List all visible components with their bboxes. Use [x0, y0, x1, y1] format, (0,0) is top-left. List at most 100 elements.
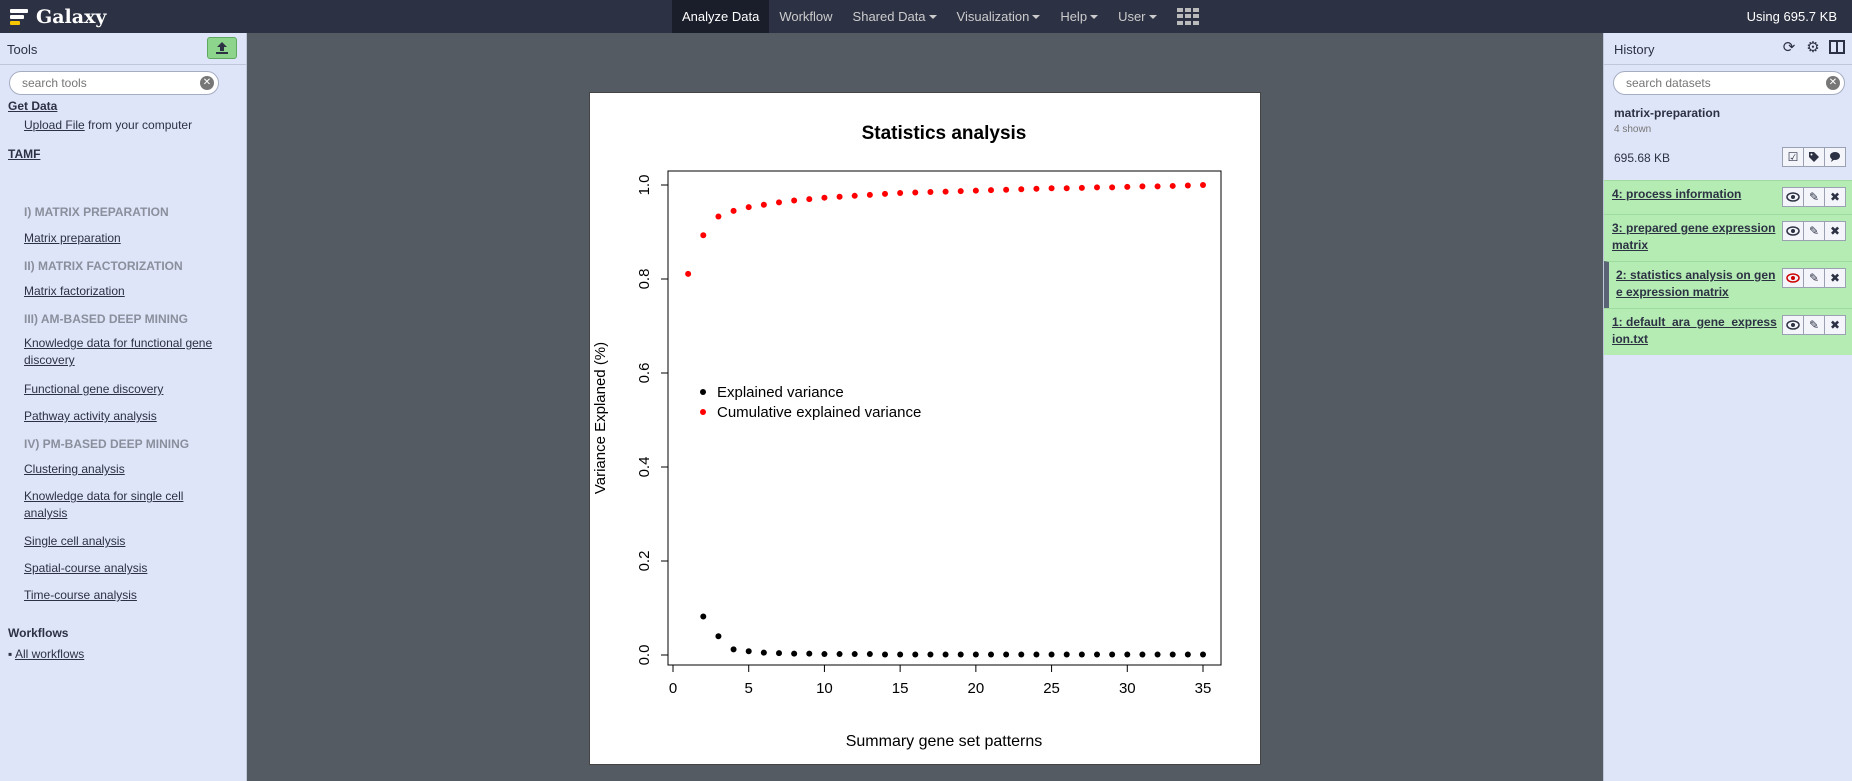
history-title: History [1614, 42, 1655, 57]
tool-category[interactable]: IV) PM-BASED DEEP MINING [24, 437, 190, 451]
caret-down-icon [1090, 14, 1099, 19]
upload-file-link[interactable]: Upload File from your computer [24, 117, 224, 134]
y-tick-label: 0.6 [636, 363, 653, 384]
quota-meter[interactable]: Using 695.7 KB [1746, 9, 1837, 24]
tool-category[interactable]: III) AM-BASED DEEP MINING [24, 312, 189, 326]
section-tamf[interactable]: TAMF [8, 147, 41, 161]
dataset-actions: ✎ ✖ [1782, 187, 1846, 207]
nav-user[interactable]: User [1108, 0, 1166, 33]
tool-search-input[interactable] [22, 76, 218, 90]
clear-search-icon[interactable]: ✕ [200, 76, 214, 90]
cumulative-variance-point [882, 190, 888, 197]
y-tick-label: 0.8 [636, 269, 653, 290]
cumulative-variance-point [1124, 183, 1131, 190]
cumulative-variance-point [1018, 186, 1025, 193]
cumulative-variance-point [1200, 182, 1206, 188]
legend-label: Explained variance [717, 384, 844, 401]
pencil-icon[interactable]: ✎ [1803, 268, 1825, 288]
pencil-icon[interactable]: ✎ [1803, 187, 1825, 207]
tool-link[interactable]: Clustering analysis [24, 462, 125, 476]
nav-analyze-data[interactable]: Analyze Data [672, 0, 770, 33]
delete-icon[interactable]: ✖ [1824, 221, 1846, 241]
nav-workflow[interactable]: Workflow [769, 0, 842, 33]
columns-icon[interactable] [1828, 38, 1846, 56]
nav-help[interactable]: Help [1050, 0, 1108, 33]
center-panel: Statistics analysis 0 5 10 15 20 25 30 35 0.0 0.… [248, 33, 1603, 781]
tool-category[interactable]: II) MATRIX FACTORIZATION [24, 259, 183, 273]
dataset-item[interactable]: 2: statistics analysis on gene expressio… [1604, 261, 1852, 308]
upload-button[interactable] [207, 37, 237, 59]
brand[interactable]: Galaxy [10, 3, 106, 30]
eye-icon[interactable] [1782, 187, 1804, 207]
x-tick-label: 15 [892, 680, 909, 697]
cumulative-variance-point [1033, 185, 1040, 192]
eye-icon[interactable] [1782, 221, 1804, 241]
legend-marker [700, 389, 706, 395]
eye-icon[interactable] [1782, 315, 1804, 335]
cumulative-variance-point [730, 207, 737, 214]
tool-link[interactable]: Functional gene discovery [24, 382, 164, 396]
explained-variance-point [1033, 651, 1040, 658]
cumulative-variance-point [776, 199, 782, 206]
chart-title: Statistics analysis [862, 123, 1027, 144]
legend-marker [700, 409, 706, 415]
pencil-icon[interactable]: ✎ [1803, 221, 1825, 241]
dataset-title[interactable]: 4: process information [1612, 187, 1742, 201]
tool-link[interactable]: Knowledge data for functional gene disco… [24, 336, 213, 367]
nav-label: User [1118, 9, 1146, 24]
tool-link[interactable]: Spatial-course analysis [24, 561, 148, 575]
tool-category[interactable]: I) MATRIX PREPARATION [24, 205, 169, 219]
cumulative-variance-point [866, 191, 873, 198]
cumulative-variance-point [1048, 185, 1055, 192]
explained-variance-point [1003, 651, 1010, 658]
explained-variance-point [730, 646, 737, 653]
eye-icon[interactable] [1782, 268, 1804, 288]
dataset-title[interactable]: 1: default_ara_gene_expression.txt [1612, 315, 1777, 346]
all-workflows-link[interactable]: ▪ All workflows [8, 647, 85, 661]
select-items-icon[interactable]: ☑ [1782, 147, 1804, 167]
explained-variance-point [1200, 651, 1206, 658]
tool-link[interactable]: Matrix factorization [24, 284, 125, 298]
pencil-icon[interactable]: ✎ [1803, 315, 1825, 335]
apps-button[interactable] [1167, 0, 1209, 33]
cumulative-variance-point [791, 197, 798, 204]
dataset-item[interactable]: 4: process information ✎ ✖ [1604, 180, 1852, 214]
tool-link[interactable]: Pathway activity analysis [24, 409, 157, 423]
explained-variance-point [851, 651, 858, 658]
section-get-data[interactable]: Get Data [8, 99, 58, 113]
explained-variance-point [791, 650, 798, 657]
tool-link[interactable]: Matrix preparation [24, 231, 121, 245]
tool-link[interactable]: Time-course analysis [24, 588, 137, 602]
delete-icon[interactable]: ✖ [1824, 268, 1846, 288]
tags-icon[interactable] [1803, 147, 1825, 167]
tool-search[interactable]: ✕ [9, 71, 219, 95]
dataset-search-input[interactable] [1626, 76, 1844, 90]
nav-label: Visualization [956, 9, 1030, 24]
cumulative-variance-point [1109, 184, 1116, 191]
cumulative-variance-point [700, 232, 707, 239]
dataset-item[interactable]: 3: prepared gene expression matrix ✎ ✖ [1604, 214, 1852, 261]
dataset-title[interactable]: 2: statistics analysis on gene expressio… [1616, 268, 1776, 299]
tool-link[interactable]: Single cell analysis [24, 534, 126, 548]
cumulative-variance-point [760, 201, 767, 208]
clear-dataset-search-icon[interactable]: ✕ [1826, 76, 1840, 90]
dataset-item[interactable]: 1: default_ara_gene_expression.txt ✎ ✖ [1604, 308, 1852, 355]
gear-icon[interactable]: ⚙ [1806, 39, 1820, 56]
history-actions: ☑ [1782, 147, 1846, 167]
nav-visualization[interactable]: Visualization [947, 0, 1051, 33]
history-panel: History ⟳ ⚙ ✕ matrix-preparation 4 shown… [1603, 33, 1852, 781]
workflows-title: Workflows [8, 626, 69, 640]
delete-icon[interactable]: ✖ [1824, 187, 1846, 207]
explained-variance-point [745, 648, 752, 655]
x-tick-label: 10 [816, 680, 833, 697]
history-name[interactable]: matrix-preparation [1614, 106, 1721, 120]
refresh-icon[interactable]: ⟳ [1782, 39, 1796, 56]
explained-variance-point [1184, 651, 1191, 658]
nav-shared-data[interactable]: Shared Data [843, 0, 947, 33]
dataset-title[interactable]: 3: prepared gene expression matrix [1612, 221, 1776, 252]
delete-icon[interactable]: ✖ [1824, 315, 1846, 335]
tool-link[interactable]: Knowledge data for single cell analysis [24, 489, 184, 520]
y-tick-label: 0.0 [636, 645, 653, 666]
annotation-icon[interactable] [1824, 147, 1846, 167]
dataset-search[interactable]: ✕ [1613, 71, 1845, 95]
